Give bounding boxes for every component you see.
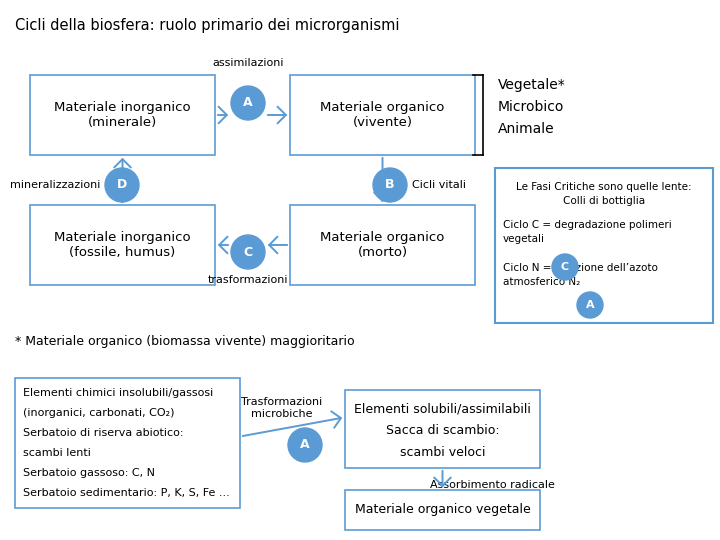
FancyBboxPatch shape xyxy=(15,378,240,508)
Text: scambi veloci: scambi veloci xyxy=(400,446,485,459)
Text: Elementi chimici insolubili/gassosi: Elementi chimici insolubili/gassosi xyxy=(23,388,213,398)
FancyBboxPatch shape xyxy=(345,390,540,468)
Text: Animale: Animale xyxy=(498,122,554,136)
Circle shape xyxy=(373,168,407,202)
Text: Cicli della biosfera: ruolo primario dei microrganismi: Cicli della biosfera: ruolo primario dei… xyxy=(15,18,400,33)
Text: Colli di bottiglia: Colli di bottiglia xyxy=(563,196,645,206)
Text: Materiale inorganico
(fossile, humus): Materiale inorganico (fossile, humus) xyxy=(54,231,191,259)
Text: Ciclo C = degradazione polimeri: Ciclo C = degradazione polimeri xyxy=(503,220,672,230)
Text: assimilazioni: assimilazioni xyxy=(212,58,284,68)
Text: C: C xyxy=(561,262,569,272)
Text: A: A xyxy=(300,438,310,451)
FancyBboxPatch shape xyxy=(495,168,713,323)
Text: Materiale organico
(morto): Materiale organico (morto) xyxy=(320,231,445,259)
Text: Trasformazioni
microbiche: Trasformazioni microbiche xyxy=(241,397,323,418)
Text: B: B xyxy=(385,179,395,192)
Text: mineralizzazioni: mineralizzazioni xyxy=(9,180,100,190)
Text: scambi lenti: scambi lenti xyxy=(23,448,91,458)
Text: Materiale inorganico
(minerale): Materiale inorganico (minerale) xyxy=(54,101,191,129)
Circle shape xyxy=(231,235,265,269)
Text: Materiale organico vegetale: Materiale organico vegetale xyxy=(355,503,531,516)
Text: Vegetale*: Vegetale* xyxy=(498,78,566,92)
Text: Ciclo N =fissazione dell’azoto: Ciclo N =fissazione dell’azoto xyxy=(503,263,658,273)
Text: Le Fasi Critiche sono quelle lente:: Le Fasi Critiche sono quelle lente: xyxy=(516,182,692,192)
Text: C: C xyxy=(243,246,253,259)
FancyBboxPatch shape xyxy=(345,490,540,530)
Text: A: A xyxy=(243,97,253,110)
Text: Sacca di scambio:: Sacca di scambio: xyxy=(386,424,499,437)
Text: * Materiale organico (biomassa vivente) maggioritario: * Materiale organico (biomassa vivente) … xyxy=(15,335,355,348)
Circle shape xyxy=(105,168,139,202)
Text: Serbatoio sedimentario: P, K, S, Fe ...: Serbatoio sedimentario: P, K, S, Fe ... xyxy=(23,488,230,498)
Text: Serbatoio di riserva abiotico:: Serbatoio di riserva abiotico: xyxy=(23,428,184,438)
Text: D: D xyxy=(117,179,127,192)
Text: trasformazioni: trasformazioni xyxy=(208,275,288,285)
Text: atmosferico N₂: atmosferico N₂ xyxy=(503,277,580,287)
FancyBboxPatch shape xyxy=(290,205,475,285)
FancyBboxPatch shape xyxy=(290,75,475,155)
Text: Materiale organico
(vivente): Materiale organico (vivente) xyxy=(320,101,445,129)
Text: A: A xyxy=(585,300,594,310)
FancyBboxPatch shape xyxy=(30,205,215,285)
Text: Serbatoio gassoso: C, N: Serbatoio gassoso: C, N xyxy=(23,468,155,478)
Text: vegetali: vegetali xyxy=(503,234,545,244)
FancyBboxPatch shape xyxy=(30,75,215,155)
Circle shape xyxy=(231,86,265,120)
Circle shape xyxy=(552,254,578,280)
Circle shape xyxy=(577,292,603,318)
Text: Elementi solubili/assimilabili: Elementi solubili/assimilabili xyxy=(354,402,531,415)
Circle shape xyxy=(288,428,322,462)
Text: Assorbimento radicale: Assorbimento radicale xyxy=(430,480,555,490)
Text: Cicli vitali: Cicli vitali xyxy=(412,180,466,190)
Text: Microbico: Microbico xyxy=(498,100,564,114)
Text: (inorganici, carbonati, CO₂): (inorganici, carbonati, CO₂) xyxy=(23,408,174,418)
